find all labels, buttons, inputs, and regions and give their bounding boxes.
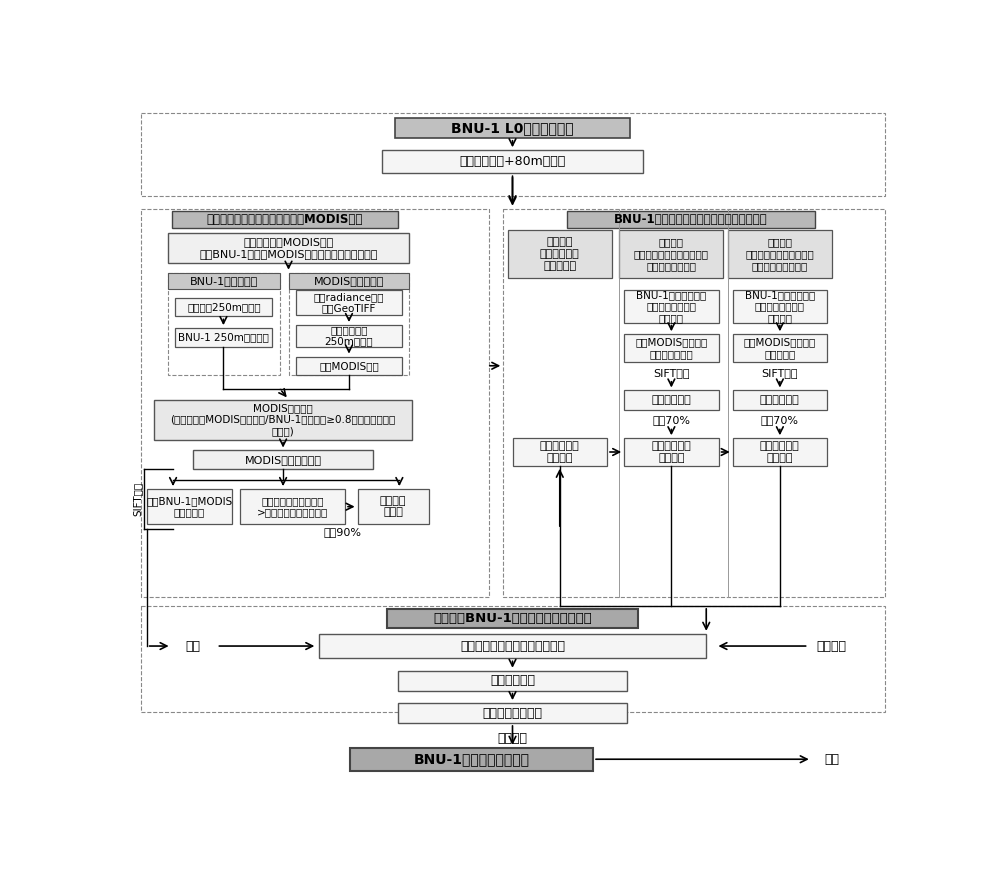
Text: 校正精度评估: 校正精度评估 [490,674,535,687]
FancyBboxPatch shape [624,391,719,410]
Text: 保留70%: 保留70% [761,416,799,425]
FancyBboxPatch shape [624,334,719,362]
FancyBboxPatch shape [175,298,272,317]
FancyBboxPatch shape [175,328,272,346]
Text: BNU-1影像预处理: BNU-1影像预处理 [190,276,258,286]
FancyBboxPatch shape [296,290,402,315]
Text: MODIS影像初筛
(判断条件：MODIS影像范围/BNU-1波段范围≥0.8，得出第二数据
索引表): MODIS影像初筛 (判断条件：MODIS影像范围/BNU-1波段范围≥0.8，… [170,403,396,436]
Text: BNU-1卫星影像几何纠正: BNU-1卫星影像几何纠正 [413,752,529,766]
Text: 裁剪MODIS影像: 裁剪MODIS影像 [319,360,379,371]
FancyBboxPatch shape [168,273,280,289]
FancyBboxPatch shape [733,334,827,362]
Text: 对应MODIS影像裁剪
并线性增强: 对应MODIS影像裁剪 并线性增强 [744,337,816,359]
FancyBboxPatch shape [154,400,412,440]
Text: 批量下载同期MODIS影像
制作BNU-1卫星与MODIS卫星影像第一数据索引表: 批量下载同期MODIS影像 制作BNU-1卫星与MODIS卫星影像第一数据索引表 [199,237,378,259]
Text: BNU-1 250m数据裁剪: BNU-1 250m数据裁剪 [178,332,269,343]
Text: 自动化择优筛选用于配准参考的MODIS影像: 自动化择优筛选用于配准参考的MODIS影像 [206,213,363,226]
FancyBboxPatch shape [728,230,832,278]
Text: SIFT筛选: SIFT筛选 [132,482,142,516]
Text: 第一地理纠正
坐标文件: 第一地理纠正 坐标文件 [540,442,580,463]
Text: 第三数据
索引表: 第三数据 索引表 [380,496,406,517]
FancyBboxPatch shape [624,438,719,466]
Text: SIFT算法: SIFT算法 [653,368,690,377]
Text: 坐标文件: 坐标文件 [817,640,847,653]
Text: 方案一：
整景影像提取
同名点坐标: 方案一： 整景影像提取 同名点坐标 [540,237,580,270]
Text: 方案二：
影像分四部分增强处理后合
并提取同名点坐标: 方案二： 影像分四部分增强处理后合 并提取同名点坐标 [634,237,709,270]
FancyBboxPatch shape [619,230,723,278]
Text: 重采样为250m分辞率: 重采样为250m分辞率 [187,302,261,312]
Text: 择优确定BNU-1卫星影像几何纠正方案: 择优确定BNU-1卫星影像几何纠正方案 [433,612,592,624]
FancyBboxPatch shape [358,489,429,524]
FancyBboxPatch shape [172,211,398,228]
Text: 提取BNU-1和MODIS
影像同名点: 提取BNU-1和MODIS 影像同名点 [146,496,232,517]
FancyBboxPatch shape [382,150,643,173]
FancyBboxPatch shape [240,489,345,524]
FancyBboxPatch shape [168,234,409,262]
FancyBboxPatch shape [398,703,627,723]
Text: 同名点对提取: 同名点对提取 [760,395,800,405]
FancyBboxPatch shape [147,489,232,524]
Text: 保留70%: 保留70% [652,416,690,425]
Text: BNU-1卫星影像几何纠正地理坐标文件获取: BNU-1卫星影像几何纠正地理坐标文件获取 [614,213,768,226]
FancyBboxPatch shape [733,438,827,466]
Text: 优先级：匹配点数量多
>相同匹配点、时间接近: 优先级：匹配点数量多 >相同匹配点、时间接近 [257,496,328,517]
Text: 影像几何纠正（采用三种方案）: 影像几何纠正（采用三种方案） [460,640,565,653]
Text: 数据: 数据 [186,640,201,653]
Text: SIFT算法: SIFT算法 [762,368,798,377]
FancyBboxPatch shape [567,211,815,228]
FancyBboxPatch shape [193,450,373,469]
Text: 筛选最优校正方案: 筛选最优校正方案 [482,706,542,720]
Text: 提取radiance波段
输出GeoTIFF: 提取radiance波段 输出GeoTIFF [314,292,384,313]
FancyBboxPatch shape [733,290,827,323]
Text: 数据: 数据 [824,753,839,765]
FancyBboxPatch shape [398,671,627,690]
FancyBboxPatch shape [508,230,612,278]
FancyBboxPatch shape [624,290,719,323]
FancyBboxPatch shape [733,391,827,410]
FancyBboxPatch shape [395,118,630,138]
Text: MODIS影像二次筛选: MODIS影像二次筛选 [245,455,322,465]
FancyBboxPatch shape [296,325,402,346]
Text: 同名点对提取: 同名点对提取 [652,395,691,405]
Text: 第三地理纠正
坐标文件: 第三地理纠正 坐标文件 [760,442,800,463]
Text: 第二地理纠正
坐标文件: 第二地理纠正 坐标文件 [652,442,691,463]
Text: 定义南极投影+80m分辞率: 定义南极投影+80m分辞率 [459,155,566,169]
FancyBboxPatch shape [387,609,638,628]
FancyBboxPatch shape [512,438,607,466]
FancyBboxPatch shape [350,747,593,771]
Text: BNU-1数据卫星影像
分为九部分后分段
线性增强: BNU-1数据卫星影像 分为九部分后分段 线性增强 [745,290,815,323]
Text: 保留90%: 保留90% [323,527,361,537]
FancyBboxPatch shape [289,273,409,289]
Text: BNU-1 L0级影像预处理: BNU-1 L0级影像预处理 [451,120,574,135]
Text: BNU-1数据卫星影像
分为四部分后分段
线性增强: BNU-1数据卫星影像 分为四部分后分段 线性增强 [636,290,706,323]
Text: MODIS影像预处理: MODIS影像预处理 [314,276,385,286]
Text: 定义南极投影
250m分辞率: 定义南极投影 250m分辞率 [325,325,373,346]
Text: 方案三：
影像分九部分增强处理后
合并提取同名点坐标: 方案三： 影像分九部分增强处理后 合并提取同名点坐标 [746,237,814,270]
FancyBboxPatch shape [319,633,706,658]
FancyBboxPatch shape [296,357,402,375]
Text: 对应MODIS影像裁剪
并分段线性增强: 对应MODIS影像裁剪 并分段线性增强 [635,337,708,359]
Text: 坐标文件: 坐标文件 [498,732,528,745]
